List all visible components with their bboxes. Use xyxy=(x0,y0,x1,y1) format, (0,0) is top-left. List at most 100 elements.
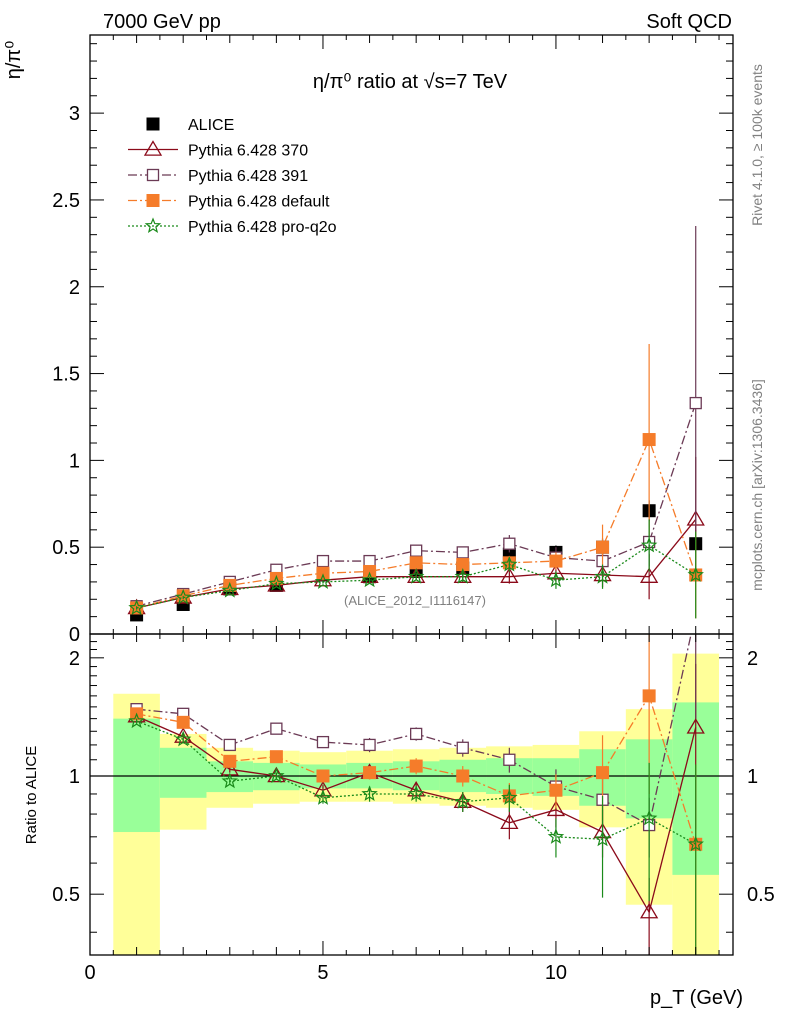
y-ratio-tick-label-right-2: 2 xyxy=(747,648,758,670)
ratio-point-pythia-6-428-391-7 xyxy=(410,727,423,741)
legend-entry-alice: ALICE xyxy=(146,117,234,134)
ratio-uncertainty-bands xyxy=(113,653,720,955)
legend-marker-pythia-6-428-391 xyxy=(146,168,160,182)
rivet-label: Rivet 4.1.0, ≥ 100k events xyxy=(749,64,765,226)
ratio-point-pythia-6-428-391-3 xyxy=(223,738,236,752)
legend-entry-pythia-6-428-default: Pythia 6.428 default xyxy=(128,194,330,211)
y-ratio-tick-label-left-0.5: 0.5 xyxy=(52,884,80,906)
ratio-point-pythia-6-428-pro-q2o-10 xyxy=(547,828,565,844)
ratio-point-pythia-6-428-pro-q2o-4 xyxy=(268,767,285,784)
legend-entry-pythia-6-428-391: Pythia 6.428 391 xyxy=(128,168,308,185)
main-point-pythia-6-428-pro-q2o-7 xyxy=(407,568,425,584)
main-point-pythia-6-428-391-5 xyxy=(316,554,330,568)
ratio-point-pythia-6-428-default-5 xyxy=(316,769,330,783)
series-pythia-6-428-pro-q2o xyxy=(128,519,705,955)
y-axis-label-ratio: Ratio to ALICE xyxy=(23,746,40,844)
main-point-pythia-6-428-default-12 xyxy=(642,433,656,447)
ratio-point-pythia-6-428-pro-q2o-1 xyxy=(128,712,145,729)
ratio-point-pythia-6-428-pro-q2o-7 xyxy=(407,785,425,801)
ratio-point-pythia-6-428-370-13 xyxy=(686,718,705,734)
ratio-point-pythia-6-428-default-8 xyxy=(456,769,470,783)
header-left: 7000 GeV pp xyxy=(103,11,221,33)
main-point-pythia-6-428-391-6 xyxy=(363,554,376,568)
ratio-point-pythia-6-428-370-9 xyxy=(500,813,519,830)
main-point-pythia-6-428-default-11 xyxy=(596,540,610,554)
main-point-pythia-6-428-391-13 xyxy=(689,396,702,410)
series-layer xyxy=(127,225,705,955)
main-point-pythia-6-428-pro-q2o-1 xyxy=(128,599,145,615)
legend-label-pythia-6-428-391: Pythia 6.428 391 xyxy=(188,168,308,185)
main-point-pythia-6-428-default-8 xyxy=(456,558,470,572)
legend-label-alice: ALICE xyxy=(188,117,234,134)
y-main-tick-label-0: 0 xyxy=(69,624,80,646)
legend-label-pythia-6-428-370: Pythia 6.428 370 xyxy=(188,143,308,160)
ratio-point-pythia-6-428-391-5 xyxy=(316,735,330,749)
ratio-point-pythia-6-428-pro-q2o-3 xyxy=(221,772,239,789)
ratio-point-pythia-6-428-default-4 xyxy=(269,750,283,764)
series-pythia-6-428-default xyxy=(130,344,703,955)
ratio-point-pythia-6-428-pro-q2o-6 xyxy=(361,785,378,801)
y-main-tick-label-2.5: 2.5 xyxy=(52,190,80,212)
main-point-pythia-6-428-370-9 xyxy=(500,567,519,583)
main-point-pythia-6-428-pro-q2o-10 xyxy=(547,571,565,588)
band-inner-1 xyxy=(113,718,160,833)
legend-marker-alice xyxy=(146,117,160,131)
ratio-point-pythia-6-428-pro-q2o-13 xyxy=(687,835,705,852)
ratio-point-pythia-6-428-391-8 xyxy=(456,741,469,754)
main-point-pythia-6-428-pro-q2o-4 xyxy=(268,574,285,591)
legend-entry-pythia-6-428-370: Pythia 6.428 370 xyxy=(128,140,308,160)
main-point-pythia-6-428-pro-q2o-2 xyxy=(174,588,192,605)
y-axis-label-main: η/π⁰ xyxy=(3,41,25,80)
header-right: Soft QCD xyxy=(646,11,732,33)
main-point-pythia-6-428-pro-q2o-13 xyxy=(687,566,704,582)
y-main-tick-label-0.5: 0.5 xyxy=(52,537,80,559)
legend-marker-pythia-6-428-default xyxy=(146,194,160,207)
main-point-pythia-6-428-default-5 xyxy=(316,566,330,580)
y-ratio-tick-label-right-0.5: 0.5 xyxy=(747,884,775,906)
ratio-point-pythia-6-428-pro-q2o-11 xyxy=(594,830,611,847)
ratio-point-pythia-6-428-pro-q2o-2 xyxy=(174,730,192,747)
main-point-pythia-6-428-370-12 xyxy=(639,567,659,583)
ratio-point-pythia-6-428-391-9 xyxy=(503,753,516,766)
main-point-pythia-6-428-pro-q2o-9 xyxy=(501,555,518,572)
ratio-point-pythia-6-428-370-4 xyxy=(267,766,286,783)
x-tick-label-0: 0 xyxy=(84,962,95,984)
y-main-tick-label-1: 1 xyxy=(69,450,80,472)
main-point-pythia-6-428-pro-q2o-5 xyxy=(314,573,332,589)
main-point-pythia-6-428-default-7 xyxy=(409,556,423,570)
main-point-pythia-6-428-pro-q2o-12 xyxy=(640,536,658,553)
ratio-point-pythia-6-428-default-7 xyxy=(409,759,423,773)
plot-frames xyxy=(89,34,734,956)
y-main-tick-label-1.5: 1.5 xyxy=(52,364,80,386)
x-tick-label-10: 10 xyxy=(545,962,567,984)
ratio-point-pythia-6-428-default-6 xyxy=(363,766,377,780)
ratio-point-pythia-6-428-pro-q2o-5 xyxy=(314,789,332,805)
main-point-pythia-6-428-default-6 xyxy=(363,564,377,578)
y-ratio-tick-label-left-1: 1 xyxy=(69,766,80,788)
y-main-tick-label-3: 3 xyxy=(69,103,80,125)
legend-label-pythia-6-428-default: Pythia 6.428 default xyxy=(188,194,330,211)
analysis-watermark: (ALICE_2012_I1116147) xyxy=(344,593,486,608)
legend: ALICE Pythia 6.428 370 Pythia 6.428 391 Pyt… xyxy=(128,117,337,236)
main-point-pythia-6-428-391-8 xyxy=(456,546,469,559)
ratio-point-pythia-6-428-pro-q2o-8 xyxy=(454,793,471,809)
ratio-point-pythia-6-428-default-11 xyxy=(596,766,610,780)
y-ratio-tick-label-left-2: 2 xyxy=(69,648,80,670)
ratio-frame xyxy=(89,633,734,956)
ratio-point-pythia-6-428-391-4 xyxy=(270,722,283,735)
main-point-pythia-6-428-pro-q2o-6 xyxy=(361,571,378,588)
legend-marker-pythia-6-428-pro-q2o xyxy=(144,217,162,234)
y-main-tick-label-2: 2 xyxy=(69,277,80,299)
y-ratio-tick-label-right-1: 1 xyxy=(747,766,758,788)
ratio-point-pythia-6-428-default-10 xyxy=(549,783,563,797)
ratio-point-pythia-6-428-pro-q2o-9 xyxy=(501,789,518,805)
x-tick-label-5: 5 xyxy=(317,962,328,984)
legend-label-pythia-6-428-pro-q2o: Pythia 6.428 pro-q2o xyxy=(188,219,337,236)
main-frame xyxy=(89,34,734,635)
main-point-pythia-6-428-default-10 xyxy=(549,554,563,568)
band-inner-2 xyxy=(159,747,207,798)
legend-entry-pythia-6-428-pro-q2o: Pythia 6.428 pro-q2o xyxy=(128,217,337,236)
chart-title: η/π⁰ ratio at √s=7 TeV xyxy=(313,71,508,93)
x-axis-label: p_T (GeV) xyxy=(650,987,743,1009)
ratio-point-pythia-6-428-370-10 xyxy=(546,800,566,817)
